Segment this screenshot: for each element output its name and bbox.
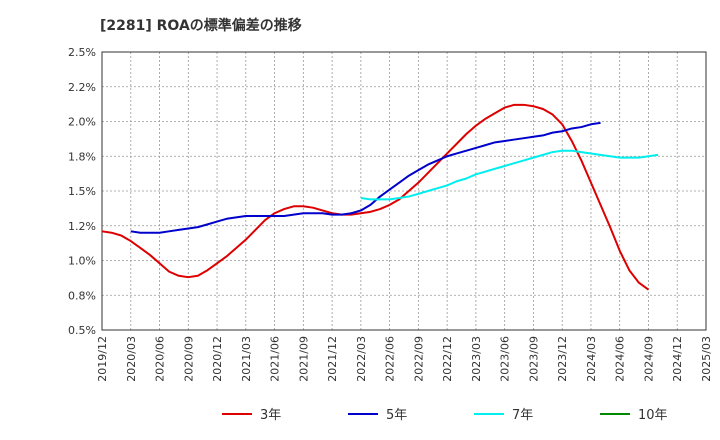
y-tick-label: 2.5% (68, 46, 96, 59)
y-axis: 0.5% 0.8% 1.0% 1.2% 1.5% 1.8% 2.0% 2.2% 2.5% (68, 46, 96, 337)
legend-label-3: 7年 (512, 408, 533, 423)
y-tick-label: 0.5% (68, 324, 96, 337)
x-tick-label: 2022/06 (384, 336, 397, 382)
x-tick-label: 2020/03 (125, 336, 138, 382)
x-tick-label: 2021/06 (269, 336, 282, 382)
x-tick-label: 2024/09 (642, 336, 655, 382)
x-tick-label: 2021/09 (297, 336, 310, 382)
x-tick-label: 2024/06 (614, 336, 627, 382)
y-tick-label: 2.0% (68, 116, 96, 129)
x-tick-label: 2022/09 (412, 336, 425, 382)
x-tick-label: 2022/03 (355, 336, 368, 382)
y-tick-label: 1.5% (68, 185, 96, 198)
x-tick-label: 2020/12 (211, 336, 224, 382)
legend-label-1: 3年 (260, 408, 281, 423)
plot-area (101, 51, 707, 331)
x-tick-label: 2021/12 (326, 336, 339, 382)
series-line-1 (101, 103, 650, 291)
x-tick-label: 2021/03 (240, 336, 253, 382)
x-tick-label: 2025/03 (700, 336, 713, 382)
x-tick-label: 2020/06 (154, 336, 167, 382)
y-tick-label: 0.8% (68, 289, 96, 302)
legend-label-2: 5年 (386, 408, 407, 423)
grid (101, 51, 707, 331)
chart-title: [2281] ROAの標準偏差の推移 (100, 17, 302, 34)
x-tick-label: 2019/12 (96, 336, 109, 382)
series-lines (101, 103, 659, 291)
y-tick-label: 2.2% (68, 81, 96, 94)
x-tick-label: 2023/03 (470, 336, 483, 382)
legend: 3年 5年 7年 10年 (222, 408, 668, 423)
y-tick-label: 1.8% (68, 150, 96, 163)
x-tick-label: 2023/09 (527, 336, 540, 382)
legend-label-4: 10年 (638, 408, 668, 423)
y-tick-label: 1.2% (68, 220, 96, 233)
x-tick-label: 2020/09 (182, 336, 195, 382)
y-tick-label: 1.0% (68, 255, 96, 268)
x-tick-label: 2024/03 (585, 336, 598, 382)
x-tick-label: 2023/12 (556, 336, 569, 382)
x-tick-label: 2022/12 (441, 336, 454, 382)
x-axis: 2019/12 2020/03 2020/06 2020/09 2020/12 2021/… (96, 336, 713, 382)
x-tick-label: 2024/12 (671, 336, 684, 382)
series-line-2 (130, 121, 601, 234)
x-tick-label: 2023/06 (499, 336, 512, 382)
series-line-3 (360, 149, 659, 201)
